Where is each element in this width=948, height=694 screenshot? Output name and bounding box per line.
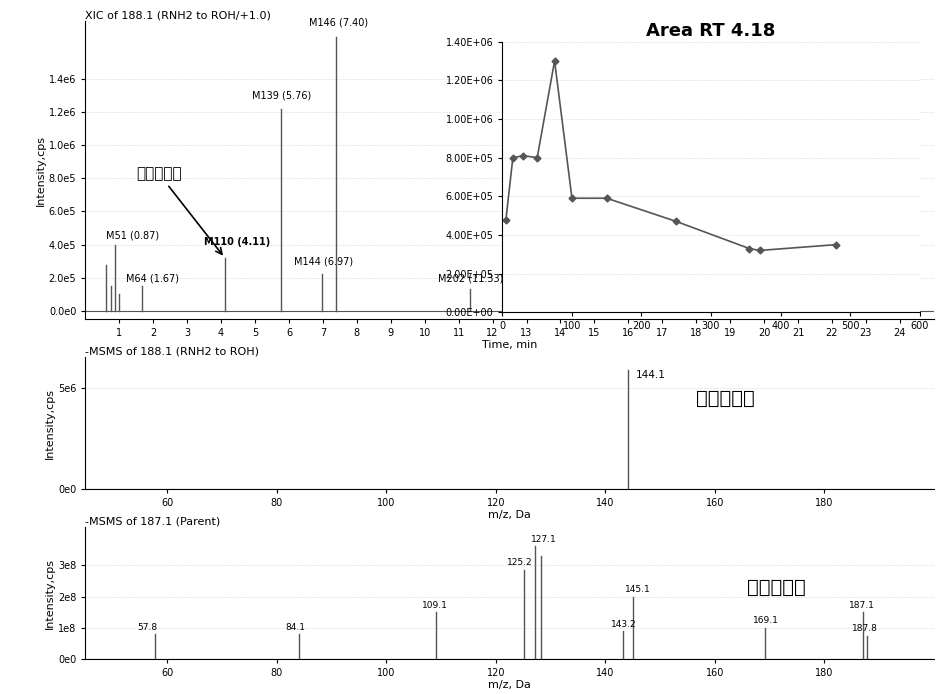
X-axis label: Time, min: Time, min [482, 339, 538, 350]
Text: 144.1: 144.1 [635, 370, 665, 380]
Text: M51 (0.87): M51 (0.87) [105, 230, 159, 240]
Text: M144 (6.97): M144 (6.97) [294, 257, 354, 266]
Text: 109.1: 109.1 [422, 601, 447, 610]
Text: 169.1: 169.1 [753, 616, 779, 625]
Y-axis label: Intensity,cps: Intensity,cps [36, 135, 46, 205]
Text: M64 (1.67): M64 (1.67) [126, 273, 179, 283]
Text: M146 (7.40): M146 (7.40) [309, 18, 369, 28]
X-axis label: m/z, Da: m/z, Da [488, 679, 531, 690]
Text: 145.1: 145.1 [625, 585, 650, 594]
Text: M110 (4.11): M110 (4.11) [204, 237, 270, 246]
Text: -MSMS of 187.1 (Parent): -MSMS of 187.1 (Parent) [85, 516, 221, 527]
Text: 乙酰谷氨酸: 乙酰谷氨酸 [137, 167, 222, 254]
Text: 乙酰谷酰胺: 乙酰谷酰胺 [747, 578, 806, 598]
Text: M202 (11.33): M202 (11.33) [438, 273, 503, 283]
Text: 187.1: 187.1 [849, 601, 875, 610]
Title: Area RT 4.18: Area RT 4.18 [647, 22, 775, 40]
Text: -MSMS of 188.1 (RNH2 to ROH): -MSMS of 188.1 (RNH2 to ROH) [85, 346, 260, 357]
X-axis label: m/z, Da: m/z, Da [488, 509, 531, 520]
Text: 57.8: 57.8 [137, 623, 157, 632]
Text: 187.8: 187.8 [851, 624, 878, 633]
Y-axis label: Intensity,cps: Intensity,cps [46, 388, 55, 459]
Text: 143.2: 143.2 [611, 620, 636, 629]
Y-axis label: Intensity,cps: Intensity,cps [46, 558, 55, 629]
Text: 127.1: 127.1 [532, 535, 557, 544]
Text: 84.1: 84.1 [285, 623, 305, 632]
Text: M139 (5.76): M139 (5.76) [251, 91, 311, 101]
Text: 125.2: 125.2 [507, 558, 533, 567]
Text: 乙酰谷氨酸: 乙酰谷氨酸 [696, 389, 755, 407]
Text: XIC of 188.1 (RNH2 to ROH/+1.0): XIC of 188.1 (RNH2 to ROH/+1.0) [85, 10, 271, 20]
